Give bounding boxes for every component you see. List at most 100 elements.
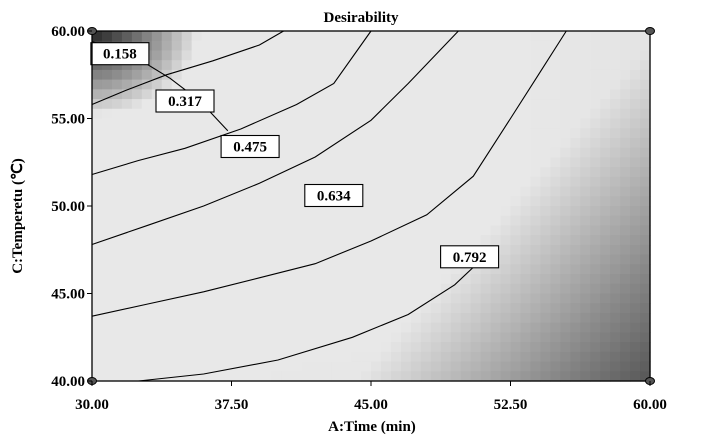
- heatmap-cell: [480, 322, 492, 333]
- heatmap-cell: [390, 196, 402, 207]
- heatmap-cell: [580, 206, 591, 217]
- heatmap-cell: [171, 342, 183, 353]
- heatmap-cell: [460, 332, 472, 343]
- heatmap-cell: [530, 99, 541, 110]
- heatmap-cell: [291, 351, 302, 363]
- heatmap-cell: [390, 351, 402, 363]
- heatmap-cell: [281, 40, 292, 52]
- heatmap-cell: [161, 206, 173, 217]
- heatmap-cell: [241, 254, 253, 265]
- heatmap-cell: [610, 128, 621, 139]
- heatmap-cell: [211, 118, 223, 129]
- heatmap-cell: [261, 274, 272, 285]
- heatmap-cell: [141, 215, 153, 227]
- heatmap-cell: [361, 371, 372, 382]
- heatmap-cell: [510, 99, 522, 110]
- heatmap-cell: [550, 244, 561, 256]
- heatmap-cell: [231, 254, 243, 265]
- heatmap-cell: [420, 206, 432, 217]
- heatmap-cell: [351, 89, 362, 100]
- heatmap-cell: [530, 293, 541, 304]
- heatmap-cell: [590, 99, 601, 110]
- heatmap-cell: [121, 225, 133, 236]
- heatmap-cell: [530, 31, 541, 42]
- heatmap-cell: [490, 40, 502, 52]
- heatmap-cell: [420, 79, 432, 90]
- heatmap-cell: [570, 108, 581, 120]
- heatmap-cell: [151, 235, 163, 246]
- heatmap-cell: [570, 274, 581, 285]
- heatmap-cell: [321, 293, 332, 304]
- heatmap-cell: [580, 332, 591, 343]
- heatmap-cell: [520, 283, 532, 295]
- heatmap-cell: [131, 186, 143, 197]
- heatmap-cell: [311, 40, 322, 52]
- heatmap-cell: [570, 206, 581, 217]
- heatmap-cell: [390, 69, 402, 81]
- heatmap-cell: [450, 293, 462, 304]
- heatmap-cell: [92, 99, 103, 110]
- heatmap-cell: [341, 312, 352, 324]
- heatmap-cell: [580, 108, 591, 120]
- heatmap-cell: [221, 79, 233, 90]
- heatmap-cell: [430, 60, 442, 71]
- heatmap-cell: [510, 303, 522, 314]
- heatmap-cell: [221, 99, 233, 110]
- heatmap-cell: [121, 332, 133, 343]
- heatmap-cell: [341, 99, 352, 110]
- heatmap-cell: [640, 69, 651, 81]
- heatmap-cell: [520, 235, 532, 246]
- heatmap-cell: [580, 312, 591, 324]
- heatmap-cell: [390, 312, 402, 324]
- heatmap-cell: [281, 176, 292, 188]
- heatmap-cell: [351, 312, 362, 324]
- heatmap-cell: [610, 283, 621, 295]
- heatmap-cell: [640, 371, 651, 382]
- heatmap-cell: [171, 176, 183, 188]
- heatmap-cell: [560, 128, 571, 139]
- heatmap-cell: [450, 176, 462, 188]
- heatmap-cell: [251, 244, 262, 256]
- heatmap-cell: [600, 157, 611, 168]
- heatmap-cell: [540, 147, 551, 158]
- heatmap-cell: [321, 157, 332, 168]
- heatmap-cell: [331, 235, 342, 246]
- heatmap-cell: [251, 274, 262, 285]
- heatmap-cell: [390, 206, 402, 217]
- heatmap-cell: [480, 215, 492, 227]
- heatmap-cell: [610, 89, 621, 100]
- heatmap-cell: [430, 351, 442, 363]
- heatmap-cell: [261, 215, 272, 227]
- heatmap-cell: [92, 167, 103, 178]
- heatmap-cell: [281, 50, 292, 61]
- y-tick-label: 50.00: [51, 199, 85, 215]
- heatmap-cell: [111, 206, 123, 217]
- heatmap-cell: [241, 293, 253, 304]
- heatmap-cell: [131, 137, 143, 149]
- heatmap-cell: [620, 215, 631, 227]
- heatmap-cell: [141, 60, 153, 71]
- heatmap-cell: [361, 137, 372, 149]
- heatmap-cell: [570, 235, 581, 246]
- heatmap-cell: [191, 303, 203, 314]
- heatmap-cell: [380, 293, 392, 304]
- heatmap-cell: [101, 137, 113, 149]
- heatmap-cell: [221, 225, 233, 236]
- heatmap-cell: [191, 31, 203, 42]
- heatmap-cell: [161, 225, 173, 236]
- heatmap-cell: [400, 225, 412, 236]
- heatmap-cell: [590, 69, 601, 81]
- heatmap-cell: [151, 254, 163, 265]
- heatmap-cell: [341, 215, 352, 227]
- heatmap-cell: [371, 312, 382, 324]
- heatmap-cell: [361, 40, 372, 52]
- heatmap-cell: [520, 244, 532, 256]
- heatmap-cell: [141, 322, 153, 333]
- heatmap-cell: [221, 40, 233, 52]
- heatmap-cell: [390, 244, 402, 256]
- heatmap-cell: [211, 157, 223, 168]
- heatmap-cell: [291, 206, 302, 217]
- heatmap-cell: [510, 332, 522, 343]
- heatmap-cell: [341, 206, 352, 217]
- heatmap-cell: [550, 254, 561, 265]
